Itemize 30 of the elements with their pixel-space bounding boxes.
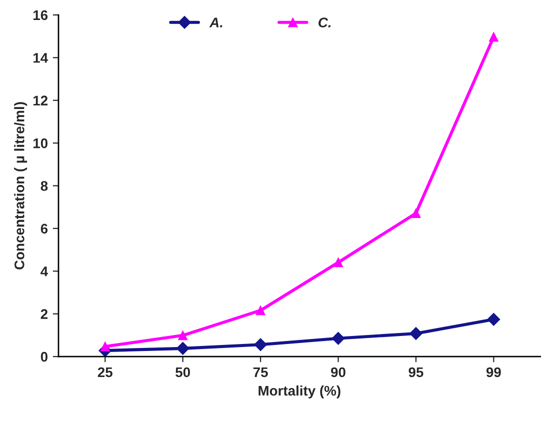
y-tick-label: 6 xyxy=(40,224,48,234)
y-tick-label: 12 xyxy=(33,96,48,106)
point xyxy=(487,312,500,326)
x-tick-label: 25 xyxy=(98,367,112,378)
point xyxy=(256,306,266,316)
y-tick-label: 0 xyxy=(40,352,48,362)
x-tick-label: 50 xyxy=(176,367,190,378)
y-tick-label: 16 xyxy=(33,10,48,20)
point xyxy=(178,330,188,340)
y-tick-label: 14 xyxy=(33,53,48,63)
y-tick-label: 2 xyxy=(40,309,48,319)
point xyxy=(100,342,110,352)
legend-label: A. xyxy=(209,18,222,28)
x-axis-title: Mortality (%) xyxy=(258,385,340,398)
x-tick-label: 95 xyxy=(408,367,424,378)
point xyxy=(488,32,498,42)
point xyxy=(176,342,190,355)
point xyxy=(334,258,343,268)
y-axis-title: Concentration ( µ litre/ml) xyxy=(14,102,28,270)
point xyxy=(411,208,421,218)
point xyxy=(410,327,422,340)
y-tick-label: 8 xyxy=(40,181,48,191)
y-tick-label: 4 xyxy=(40,266,48,276)
x-tick-label: 75 xyxy=(253,367,268,378)
x-tick-label: 90 xyxy=(331,367,346,378)
point xyxy=(254,338,267,351)
y-tick-label: 10 xyxy=(33,138,48,148)
point xyxy=(332,332,345,345)
legend-label: C. xyxy=(318,18,331,28)
x-tick-label: 99 xyxy=(486,367,501,378)
